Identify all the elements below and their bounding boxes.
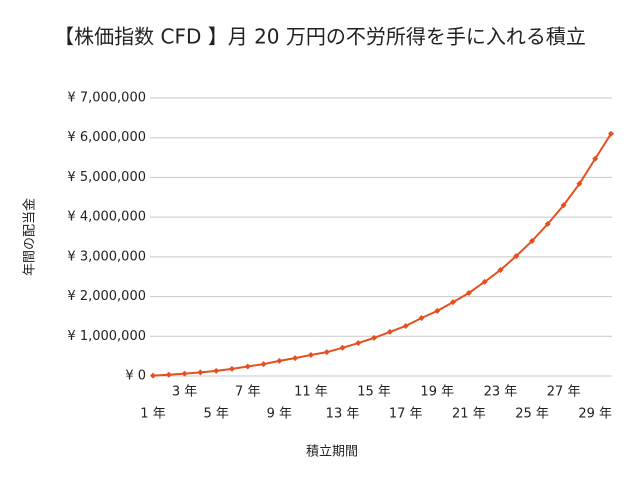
x-tick-label: 21 年 (452, 407, 486, 422)
data-point (228, 365, 235, 372)
x-tick-label: 23 年 (484, 385, 518, 400)
x-tick-label: 7 年 (235, 385, 260, 400)
y-tick-label: ¥ 4,000,000 (67, 210, 146, 225)
data-point (355, 340, 362, 347)
x-tick-label: 19 年 (420, 385, 454, 400)
x-tick-label: 15 年 (357, 385, 391, 400)
x-tick-label: 13 年 (326, 407, 360, 422)
x-tick-label: 27 年 (547, 385, 581, 400)
data-point (434, 307, 441, 314)
data-point (560, 202, 567, 209)
data-point (513, 253, 520, 260)
y-tick-label: ¥ 6,000,000 (67, 130, 146, 145)
x-tick-label: 11 年 (294, 385, 328, 400)
data-point (418, 315, 425, 322)
data-point (197, 369, 204, 376)
data-point (323, 349, 330, 356)
x-tick-label: 1 年 (140, 407, 165, 422)
x-tick-label: 3 年 (172, 385, 197, 400)
data-point (465, 289, 472, 296)
x-tick-label: 5 年 (203, 407, 228, 422)
data-point (386, 328, 393, 335)
data-point (307, 351, 314, 358)
data-point (402, 322, 409, 329)
y-tick-label: ¥ 2,000,000 (67, 289, 146, 304)
data-point (544, 220, 551, 227)
data-point (150, 372, 156, 379)
data-point (213, 367, 220, 374)
y-axis-label: 年間の配当金 (22, 198, 38, 276)
data-point (608, 130, 614, 137)
x-tick-label: 17 年 (389, 407, 423, 422)
y-tick-label: ¥ 5,000,000 (67, 170, 146, 185)
x-tick-label: 29 年 (578, 407, 612, 422)
y-tick-label: ¥ 7,000,000 (67, 91, 146, 106)
data-point (260, 361, 267, 368)
y-tick-label: ¥ 0 (125, 369, 146, 384)
y-tick-label: ¥ 3,000,000 (67, 249, 146, 264)
chart-title: 【株価指数 CFD 】月 20 万円の不労所得を手に入れる積立 (54, 25, 586, 49)
data-point (529, 237, 536, 244)
x-tick-label: 9 年 (267, 407, 292, 422)
data-point (276, 357, 283, 364)
y-tick-label: ¥ 1,000,000 (67, 329, 146, 344)
data-point (481, 278, 488, 285)
x-axis-label: 積立期間 (306, 445, 358, 460)
data-point (592, 155, 599, 162)
data-point (181, 370, 188, 377)
data-point (292, 355, 299, 362)
data-point (450, 299, 457, 306)
x-tick-label: 25 年 (515, 407, 549, 422)
data-point (244, 363, 251, 370)
data-point (339, 344, 346, 351)
data-point (576, 180, 583, 187)
data-point (497, 266, 504, 273)
data-point (165, 371, 172, 378)
data-point (371, 334, 378, 341)
